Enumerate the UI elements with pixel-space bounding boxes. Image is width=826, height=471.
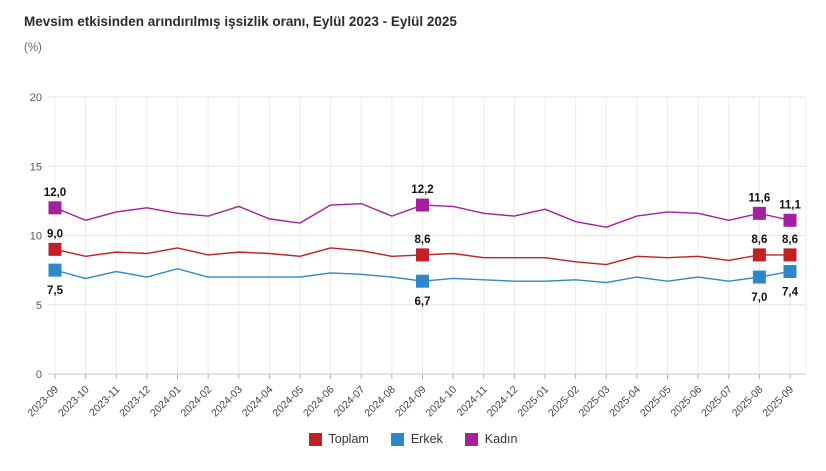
x-axis-tick-label: 2024-12: [485, 384, 521, 420]
kadin-swatch-icon: [464, 432, 478, 446]
y-axis-tick-label: 20: [30, 92, 42, 104]
x-axis-tick-label: 2025-06: [669, 384, 705, 420]
data-label-kadin-2024-09: 12,2: [411, 184, 433, 196]
data-marker-toplam-2024-09[interactable]: [416, 248, 429, 262]
legend-item-kadin[interactable]: Kadın: [464, 432, 518, 446]
x-axis-tick-label: 2023-10: [56, 384, 92, 420]
x-axis-tick-label: 2025-07: [699, 384, 735, 420]
data-marker-kadin-2025-09[interactable]: [783, 213, 797, 227]
y-axis-tick-label: 5: [36, 300, 42, 312]
x-axis-tick-label: 2024-01: [148, 384, 184, 420]
x-axis-tick-label: 2023-12: [117, 384, 153, 420]
legend-item-toplam[interactable]: Toplam: [308, 432, 369, 446]
data-label-kadin-2025-08: 11,6: [749, 192, 771, 204]
x-axis-tick-label: 2025-03: [577, 384, 613, 420]
data-marker-toplam-2025-08[interactable]: [752, 248, 766, 262]
legend-label-toplam: Toplam: [328, 432, 369, 446]
x-axis-tick-label: 2024-06: [301, 384, 337, 420]
x-axis-tick-label: 2024-03: [209, 384, 245, 420]
data-marker-erkek-2025-08[interactable]: [752, 270, 766, 284]
x-axis-tick-label: 2024-07: [332, 384, 368, 420]
data-marker-toplam-2023-09[interactable]: [48, 242, 62, 256]
x-axis-tick-label: 2024-02: [179, 384, 215, 420]
data-marker-kadin-2024-09[interactable]: [416, 198, 429, 212]
legend-label-kadin: Kadın: [484, 432, 518, 446]
data-marker-kadin-2023-09[interactable]: [48, 201, 62, 215]
y-axis-tick-label: 0: [36, 369, 42, 381]
legend-item-erkek[interactable]: Erkek: [390, 432, 443, 446]
x-axis-tick-label: 2024-11: [455, 384, 490, 419]
x-axis-tick-label: 2025-08: [730, 384, 766, 420]
data-marker-kadin-2025-08[interactable]: [752, 206, 766, 220]
data-marker-erkek-2024-09[interactable]: [416, 274, 429, 288]
x-axis-tick-label: 2025-04: [607, 384, 643, 420]
data-label-erkek-2023-09: 7,5: [47, 285, 64, 297]
x-axis-tick-label: 2023-09: [25, 384, 61, 420]
chart-legend: Toplam Erkek Kadın: [0, 432, 826, 446]
data-marker-toplam-2025-09[interactable]: [783, 248, 797, 262]
x-axis-tick-label: 2024-05: [270, 384, 306, 420]
legend-label-erkek: Erkek: [410, 432, 443, 446]
x-axis-tick-label: 2024-10: [424, 384, 460, 420]
data-label-erkek-2025-09: 7,4: [782, 287, 799, 299]
y-axis-tick-label: 15: [30, 161, 42, 173]
chart-unit-label: (%): [24, 42, 42, 54]
x-axis-tick-label: 2024-04: [240, 384, 276, 420]
x-axis-tick-label: 2023-11: [87, 384, 122, 419]
data-label-kadin-2025-09: 11,1: [779, 199, 801, 211]
x-axis-tick-label: 2025-09: [760, 384, 796, 420]
data-marker-erkek-2023-09[interactable]: [48, 263, 62, 277]
x-axis-tick-label: 2025-01: [515, 384, 551, 420]
data-label-erkek-2024-09: 6,7: [415, 296, 431, 308]
x-axis-tick-label: 2024-09: [393, 384, 429, 420]
x-axis-tick-label: 2025-05: [638, 384, 674, 420]
toplam-swatch-icon: [308, 432, 322, 446]
y-axis-tick-label: 10: [30, 231, 42, 243]
data-label-toplam-2023-09: 9,0: [47, 228, 63, 240]
data-label-toplam-2024-09: 8,6: [415, 234, 431, 246]
erkek-swatch-icon: [390, 432, 404, 446]
data-label-kadin-2023-09: 12,0: [44, 187, 66, 199]
chart-title: Mevsim etkisinden arındırılmış işsizlik …: [24, 14, 457, 29]
data-label-toplam-2025-09: 8,6: [782, 234, 798, 246]
data-marker-erkek-2025-09[interactable]: [783, 265, 797, 279]
data-label-erkek-2025-08: 7,0: [751, 292, 767, 304]
x-axis-tick-label: 2025-02: [546, 384, 582, 420]
data-label-toplam-2025-08: 8,6: [751, 234, 767, 246]
x-axis-tick-label: 2024-08: [362, 384, 398, 420]
